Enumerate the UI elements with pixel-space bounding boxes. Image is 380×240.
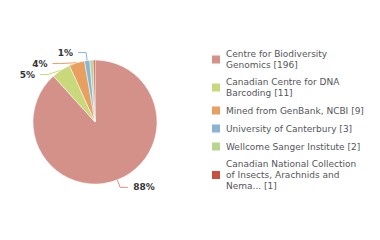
svg-text:4%: 4% bbox=[32, 59, 47, 69]
svg-text:Nema... [1]: Nema... [1] bbox=[226, 181, 277, 191]
svg-text:88%: 88% bbox=[133, 182, 155, 192]
svg-text:of Insects, Arachnids and: of Insects, Arachnids and bbox=[226, 170, 339, 180]
svg-text:Centre for Biodiversity: Centre for Biodiversity bbox=[226, 49, 328, 59]
svg-text:Wellcome Sanger Institute [2]: Wellcome Sanger Institute [2] bbox=[226, 142, 360, 152]
svg-text:Genomics [196]: Genomics [196] bbox=[226, 60, 298, 70]
svg-text:1%: 1% bbox=[58, 48, 73, 58]
svg-text:Mined from GenBank, NCBI [9]: Mined from GenBank, NCBI [9] bbox=[226, 106, 364, 116]
svg-text:Barcoding [11]: Barcoding [11] bbox=[226, 88, 293, 98]
svg-text:Canadian Centre for DNA: Canadian Centre for DNA bbox=[226, 77, 340, 87]
svg-text:5%: 5% bbox=[20, 70, 35, 80]
svg-text:Canadian National Collection: Canadian National Collection bbox=[226, 159, 356, 169]
svg-text:University of Canterbury [3]: University of Canterbury [3] bbox=[226, 124, 352, 134]
